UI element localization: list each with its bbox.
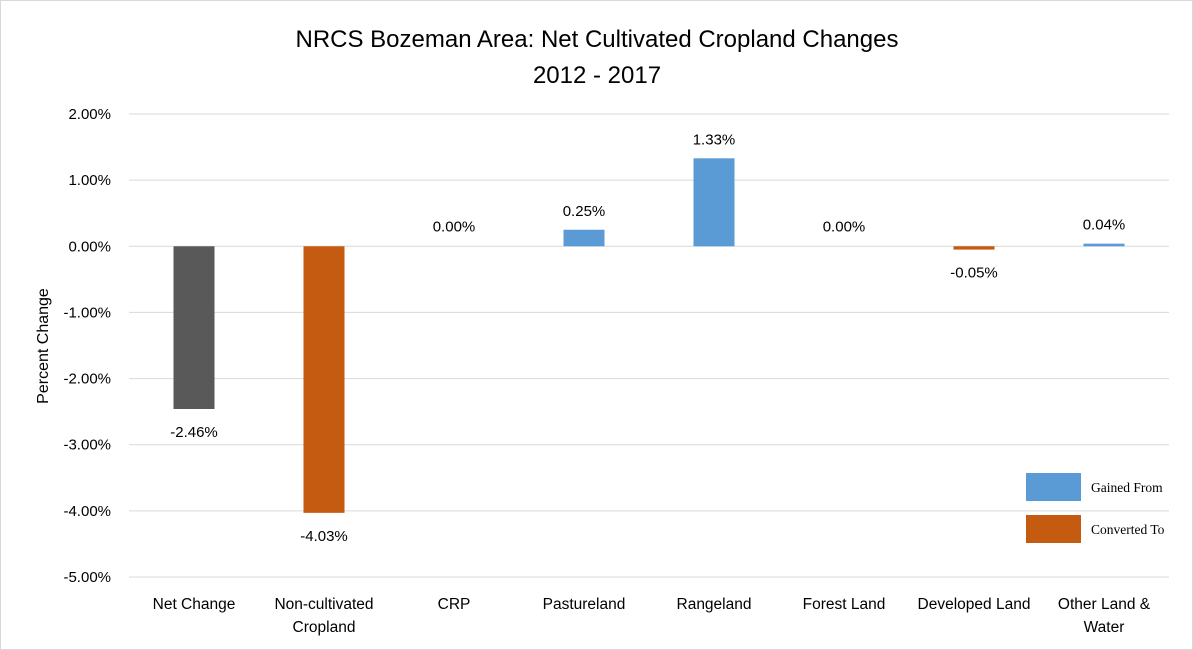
data-label: 1.33% — [693, 131, 736, 148]
y-tick-label: -5.00% — [63, 569, 111, 586]
x-axis-categories: Net Change Non-cultivated Cropland CRP Pastu… — [153, 596, 1151, 636]
data-label: -2.46% — [170, 424, 218, 441]
y-tick-label: -3.00% — [63, 437, 111, 454]
data-label: 0.00% — [823, 218, 866, 235]
bar — [693, 158, 735, 247]
y-tick-label: 1.00% — [68, 172, 111, 189]
x-tick-label: Other Land & — [1058, 596, 1151, 613]
data-labels: -2.46% -4.03% 0.00% 0.25% 1.33% 0.00% -0.05% 0.… — [170, 131, 1125, 545]
x-tick-label: Cropland — [293, 619, 356, 636]
legend-swatch — [1026, 473, 1081, 501]
data-label: -4.03% — [300, 528, 348, 545]
data-label: 0.25% — [563, 203, 606, 220]
chart-subtitle: 2012 - 2017 — [533, 62, 661, 89]
y-tick-label: -4.00% — [63, 503, 111, 520]
y-axis-label: Percent Change — [35, 288, 52, 404]
data-label: 0.04% — [1083, 217, 1126, 234]
x-tick-label: Non-cultivated — [274, 596, 373, 613]
bar — [1083, 243, 1125, 247]
y-tick-label: -2.00% — [63, 371, 111, 388]
legend-swatch — [1026, 515, 1081, 543]
chart-title: NRCS Bozeman Area: Net Cultivated Cropla… — [296, 26, 899, 53]
bar — [953, 246, 995, 250]
bars — [173, 158, 1125, 513]
gridlines — [129, 113, 1169, 578]
legend: Gained From Converted To — [1026, 473, 1165, 543]
y-tick-label: 0.00% — [68, 238, 111, 255]
bar — [173, 246, 215, 409]
x-tick-label: Net Change — [153, 596, 236, 613]
data-label: 0.00% — [433, 218, 476, 235]
bar — [303, 246, 345, 513]
x-tick-label: Rangeland — [677, 596, 752, 613]
x-tick-label: CRP — [438, 596, 471, 613]
bar — [563, 229, 605, 247]
x-tick-label: Forest Land — [803, 596, 886, 613]
y-tick-label: 2.00% — [68, 106, 111, 123]
data-label: -0.05% — [950, 265, 998, 282]
x-tick-label: Developed Land — [918, 596, 1031, 613]
x-tick-label: Pastureland — [543, 596, 626, 613]
y-axis-ticks: 2.00% 1.00% 0.00% -1.00% -2.00% -3.00% -4.00% -… — [63, 106, 111, 586]
legend-label: Converted To — [1091, 522, 1165, 537]
x-tick-label: Water — [1084, 619, 1125, 636]
legend-label: Gained From — [1091, 480, 1163, 495]
y-tick-label: -1.00% — [63, 304, 111, 321]
